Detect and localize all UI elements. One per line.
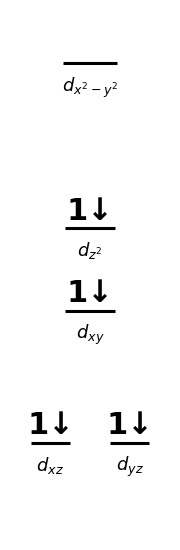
Text: 1↓: 1↓ [106,411,153,440]
Text: 1↓: 1↓ [67,279,113,308]
Text: $\mathbf{\mathit{d}}_{xz}$: $\mathbf{\mathit{d}}_{xz}$ [36,455,64,476]
Text: $\mathbf{\mathit{d}}_{x^2-y^2}$: $\mathbf{\mathit{d}}_{x^2-y^2}$ [62,75,118,100]
Text: $\mathbf{\mathit{d}}_{xy}$: $\mathbf{\mathit{d}}_{xy}$ [76,323,104,347]
Text: $\mathbf{\mathit{d}}_{yz}$: $\mathbf{\mathit{d}}_{yz}$ [116,455,144,479]
Text: 1↓: 1↓ [67,196,113,226]
Text: 1↓: 1↓ [27,411,74,440]
Text: $\mathbf{\mathit{d}}_{z^2}$: $\mathbf{\mathit{d}}_{z^2}$ [77,240,103,261]
